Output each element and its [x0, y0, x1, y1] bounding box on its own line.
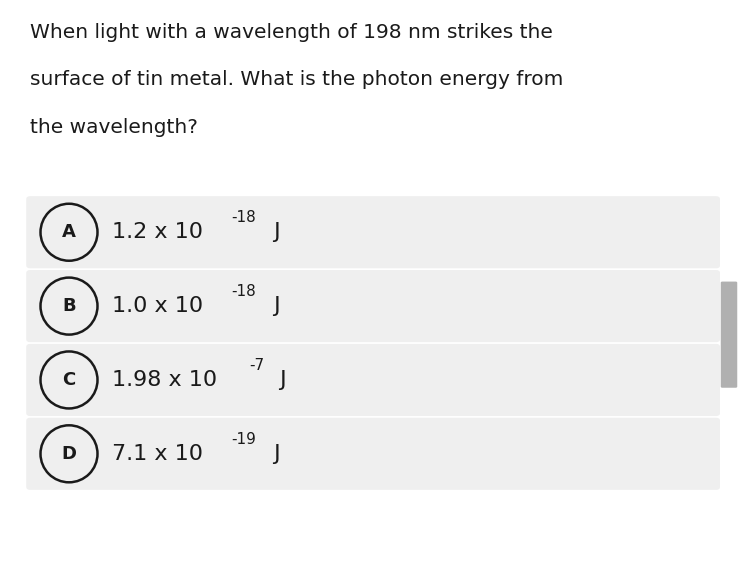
Text: C: C — [62, 371, 76, 389]
Text: -19: -19 — [232, 432, 256, 447]
FancyBboxPatch shape — [26, 418, 720, 490]
Text: -7: -7 — [250, 358, 265, 373]
FancyBboxPatch shape — [26, 196, 720, 268]
Text: J: J — [267, 444, 281, 464]
Text: -18: -18 — [232, 284, 256, 299]
Text: A: A — [62, 223, 76, 241]
Text: J: J — [267, 296, 281, 316]
Text: B: B — [62, 297, 76, 315]
Text: 1.98 x 10: 1.98 x 10 — [112, 370, 218, 390]
FancyBboxPatch shape — [721, 282, 737, 388]
Text: D: D — [62, 445, 76, 463]
FancyBboxPatch shape — [26, 344, 720, 416]
Text: -18: -18 — [232, 284, 256, 299]
Text: the wavelength?: the wavelength? — [30, 118, 198, 137]
Text: 1.0 x 10: 1.0 x 10 — [112, 296, 203, 316]
Text: surface of tin metal. What is the photon energy from: surface of tin metal. What is the photon… — [30, 70, 563, 89]
Text: -7: -7 — [250, 358, 265, 373]
Text: 1.2 x 10: 1.2 x 10 — [112, 222, 203, 242]
Text: 7.1 x 10: 7.1 x 10 — [112, 444, 203, 464]
Text: When light with a wavelength of 198 nm strikes the: When light with a wavelength of 198 nm s… — [30, 23, 553, 42]
Text: -18: -18 — [232, 210, 256, 225]
Text: -19: -19 — [232, 432, 256, 447]
Text: J: J — [273, 370, 286, 390]
FancyBboxPatch shape — [26, 270, 720, 342]
Text: J: J — [267, 222, 280, 242]
Text: -18: -18 — [232, 210, 256, 225]
